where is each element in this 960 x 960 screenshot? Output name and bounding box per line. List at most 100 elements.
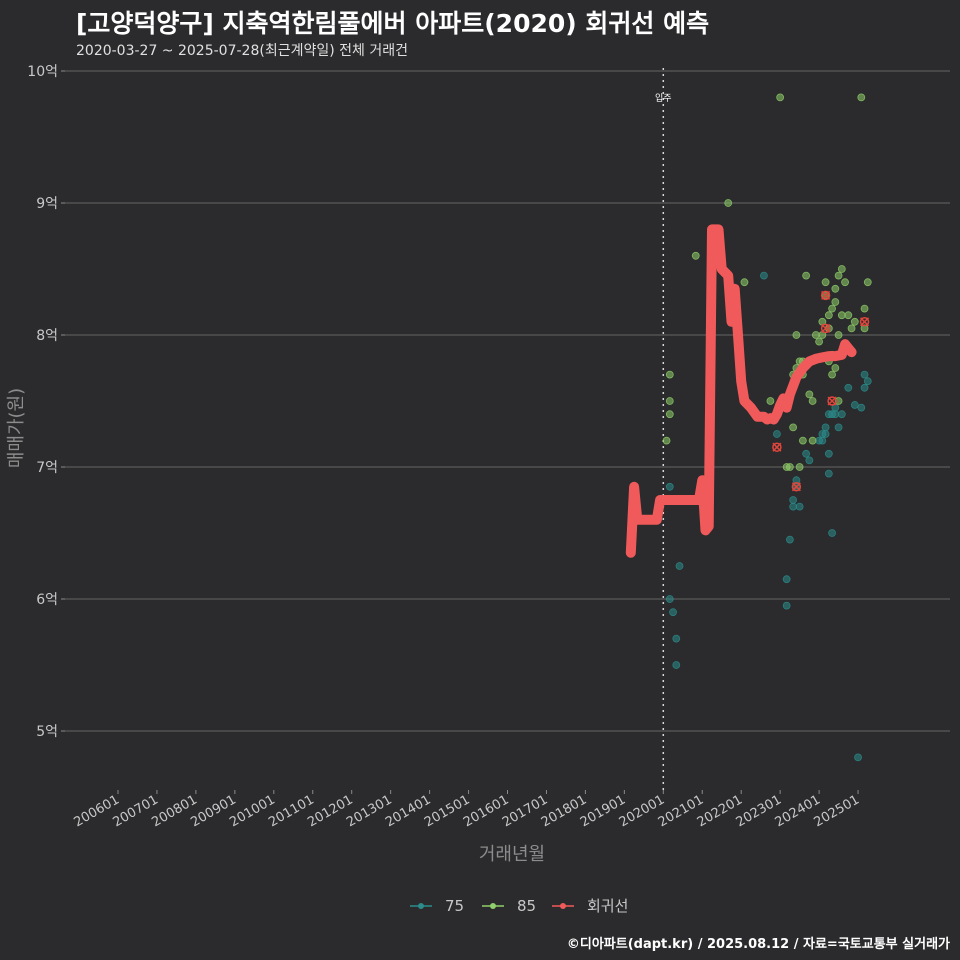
legend: 75 85 회귀선 [410, 897, 628, 915]
point-85 [808, 436, 817, 445]
point-75 [850, 401, 859, 409]
point-85 [837, 265, 846, 273]
point-75 [857, 403, 866, 412]
point-85 [863, 278, 872, 287]
legend-label: 85 [517, 897, 536, 915]
point-75 [824, 469, 833, 478]
regression-path [625, 224, 857, 558]
point-85 [789, 423, 798, 432]
legend-label: 회귀선 [587, 897, 628, 915]
point-75 [863, 377, 872, 386]
legend-item-회귀선: 회귀선 [552, 897, 628, 915]
y-tick-label: 7억 [36, 460, 58, 476]
point-75 [795, 502, 804, 511]
point-85 [665, 370, 674, 379]
point-85 [844, 311, 853, 320]
point-85 [828, 370, 836, 379]
highlight-markers [772, 290, 870, 492]
point-75 [828, 529, 836, 537]
move-in-label: 입주 [655, 92, 672, 104]
point-75 [860, 370, 869, 379]
point-85 [860, 324, 869, 333]
point-85 [662, 436, 671, 445]
y-tick-label: 6억 [36, 592, 58, 608]
point-85 [724, 199, 733, 207]
point-75 [672, 634, 681, 643]
point-85 [665, 410, 674, 419]
point-85 [857, 93, 866, 102]
point-85 [837, 311, 846, 320]
highlight-marker [827, 396, 837, 406]
point-85 [834, 271, 843, 280]
point-85 [834, 331, 843, 339]
point-75 [789, 496, 798, 504]
x-axis-title: 거래년월 [479, 844, 545, 865]
point-85 [850, 317, 859, 326]
point-75 [831, 410, 840, 419]
point-85 [831, 284, 840, 293]
point-85 [665, 397, 674, 405]
legend-item-75: 75 [410, 897, 464, 915]
y-tick-label: 8억 [36, 328, 58, 344]
point-85 [691, 251, 700, 260]
point-85 [841, 278, 849, 287]
legend-item-85: 85 [482, 897, 536, 915]
chart-subtitle: 2020-03-27 ~ 2025-07-28(최근계약일) 전체 거래건 [76, 43, 408, 59]
move-in-line: 입주 [655, 68, 672, 790]
point-85 [824, 311, 833, 320]
point-85 [802, 271, 811, 280]
y-axis-title: 매매가(원) [6, 388, 27, 468]
y-tick-label: 10억 [27, 64, 58, 80]
point-75 [802, 449, 811, 458]
point-75 [782, 601, 791, 610]
highlight-marker [791, 482, 802, 492]
y-tick-label: 5억 [36, 724, 58, 740]
point-75 [665, 482, 674, 491]
point-85 [828, 304, 836, 313]
point-75 [675, 562, 684, 570]
point-75 [672, 661, 681, 669]
highlight-marker [820, 290, 831, 301]
point-75 [854, 753, 862, 762]
point-85 [785, 463, 794, 471]
point-85 [805, 390, 814, 399]
grid-lines [65, 70, 950, 732]
y-axis-ticks: 5억 6억 7억 8억 9억 10억 [27, 64, 65, 740]
point-75 [860, 383, 869, 392]
y-tick-label: 9억 [36, 196, 58, 212]
point-75 [837, 410, 846, 419]
point-75 [760, 271, 768, 280]
legend-swatch-dot [560, 903, 566, 909]
x-axis-ticks: 2006012007012008012009012010012011012012… [72, 790, 862, 830]
point-85 [740, 278, 749, 287]
regression-line [625, 224, 857, 558]
chart-title: [고양덕양구] 지축역한림풀에버 아파트(2020) 회귀선 예측 [76, 9, 710, 38]
point-75 [805, 456, 814, 465]
point-85 [766, 397, 775, 405]
point-75 [844, 383, 853, 392]
point-75 [773, 430, 781, 438]
x-tick-label: 202501 [812, 792, 862, 830]
point-75 [821, 430, 830, 438]
point-85 [831, 298, 840, 306]
point-85 [831, 364, 840, 372]
point-75 [821, 423, 830, 432]
point-75 [782, 575, 791, 584]
highlight-marker [820, 323, 831, 334]
point-85 [834, 397, 843, 405]
highlight-marker [859, 317, 870, 327]
legend-swatch-dot [490, 903, 496, 909]
point-85 [815, 337, 823, 346]
point-85 [811, 331, 820, 339]
legend-swatch-dot [418, 903, 424, 909]
point-85 [808, 397, 817, 405]
point-85 [821, 278, 830, 287]
point-85 [792, 331, 801, 339]
point-85 [847, 324, 856, 333]
point-75 [824, 449, 833, 458]
legend-label: 75 [445, 897, 464, 915]
point-85 [860, 304, 869, 313]
source-caption: ©디아파트(dapt.kr) / 2025.08.12 / 자료=국토교통부 실… [566, 937, 950, 952]
point-75 [669, 608, 677, 617]
